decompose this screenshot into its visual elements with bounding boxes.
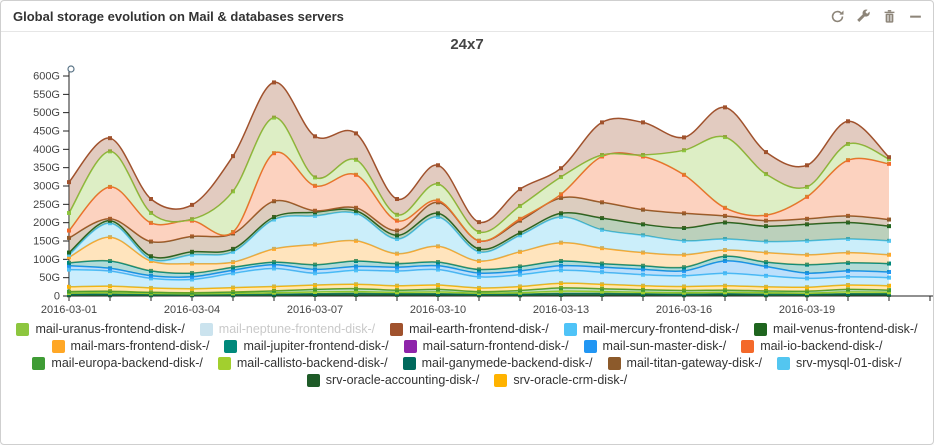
- y-axis-label: 400G: [33, 144, 60, 156]
- legend-label: mail-io-backend-disk-/: [760, 339, 883, 353]
- x-axis-label: 2016-03-07: [287, 304, 343, 314]
- legend-item[interactable]: mail-titan-gateway-disk-/: [607, 356, 762, 370]
- y-axis-label: 0: [54, 291, 60, 303]
- legend-item[interactable]: mail-saturn-frontend-disk-/: [403, 339, 569, 353]
- series-jupiter: [67, 254, 891, 278]
- legend-label: mail-neptune-frontend-disk-/: [218, 322, 376, 336]
- trash-icon[interactable]: [882, 9, 897, 24]
- y-axis-label: 500G: [33, 107, 60, 119]
- series-io: [67, 151, 891, 243]
- series-venus: [67, 208, 891, 261]
- legend-item[interactable]: mail-io-backend-disk-/: [741, 339, 882, 353]
- legend-item[interactable]: mail-ganymede-backend-disk-/: [402, 356, 593, 370]
- x-axis-label: 2016-03-16: [656, 304, 712, 314]
- legend-swatch: [306, 373, 320, 387]
- series-europa: [67, 285, 891, 295]
- series-mysql: [67, 211, 891, 264]
- x-axis-label: 2016-03-10: [410, 304, 466, 314]
- legend-label: mail-uranus-frontend-disk-/: [35, 322, 185, 336]
- legend-label: mail-ganymede-backend-disk-/: [421, 356, 593, 370]
- y-axis-label: 250G: [33, 199, 60, 211]
- y-axis-label: 450G: [33, 126, 60, 138]
- legend-row: srv-oracle-accounting-disk-/ srv-oracle-c…: [1, 373, 933, 387]
- legend-swatch: [402, 356, 416, 370]
- legend-label: mail-titan-gateway-disk-/: [626, 356, 762, 370]
- legend-item[interactable]: mail-jupiter-frontend-disk-/: [224, 339, 389, 353]
- y-axis-label: 300G: [33, 181, 60, 193]
- legend-item[interactable]: mail-venus-frontend-disk-/: [754, 322, 918, 336]
- legend-swatch: [217, 356, 231, 370]
- legend-item[interactable]: mail-earth-frontend-disk-/: [390, 322, 549, 336]
- legend-swatch: [199, 322, 213, 336]
- y-axis-label: 150G: [33, 236, 60, 248]
- chart-svg[interactable]: 0 50G 100G 150G 200G 250G 300G 350G 400G 450G 500G…: [1, 56, 934, 316]
- legend-swatch: [494, 373, 508, 387]
- legend-item[interactable]: srv-oracle-accounting-disk-/: [306, 373, 480, 387]
- x-axis-label: 2016-03-13: [533, 304, 589, 314]
- legend-label: mail-callisto-backend-disk-/: [236, 356, 388, 370]
- widget-title: Global storage evolution on Mail & datab…: [13, 8, 344, 24]
- legend-swatch: [583, 339, 597, 353]
- legend-label: srv-mysql-01-disk-/: [796, 356, 902, 370]
- x-axis-label: 2016-03-04: [164, 304, 220, 314]
- x-axis-label: 2016-03-19: [779, 304, 835, 314]
- legend-swatch: [741, 339, 755, 353]
- legend-item[interactable]: mail-sun-master-disk-/: [583, 339, 727, 353]
- y-axis-label: 350G: [33, 162, 60, 174]
- wrench-icon[interactable]: [856, 8, 871, 24]
- legend-item[interactable]: mail-mercury-frontend-disk-/: [563, 322, 740, 336]
- legend-item[interactable]: srv-oracle-crm-disk-/: [494, 373, 627, 387]
- y-axis-label: 200G: [33, 217, 60, 229]
- legend-item[interactable]: mail-uranus-frontend-disk-/: [16, 322, 185, 336]
- legend-label: srv-oracle-accounting-disk-/: [325, 373, 480, 387]
- series-sun: [67, 258, 891, 280]
- legend-label: mail-venus-frontend-disk-/: [773, 322, 918, 336]
- minimize-icon[interactable]: [908, 9, 923, 24]
- legend: mail-uranus-frontend-disk-/ mail-neptune-…: [1, 322, 933, 387]
- widget-header: Global storage evolution on Mail & datab…: [1, 1, 933, 32]
- legend-item[interactable]: mail-europa-backend-disk-/: [32, 356, 203, 370]
- series-earth: [67, 80, 891, 233]
- legend-label: mail-sun-master-disk-/: [602, 339, 727, 353]
- legend-label: mail-saturn-frontend-disk-/: [422, 339, 569, 353]
- chart-title: 24x7: [450, 36, 484, 53]
- series-oracle-crm: [67, 281, 891, 293]
- legend-label: mail-mercury-frontend-disk-/: [582, 322, 740, 336]
- legend-swatch: [777, 356, 790, 370]
- y-axis-label: 550G: [33, 89, 60, 101]
- legend-label: mail-mars-frontend-disk-/: [70, 339, 210, 353]
- y-axis-label: 100G: [33, 254, 60, 266]
- legend-swatch: [390, 322, 404, 336]
- plot-corner-dot: [67, 65, 75, 73]
- legend-item[interactable]: srv-mysql-01-disk-/: [777, 356, 902, 370]
- refresh-icon[interactable]: [830, 9, 845, 24]
- widget-header-icons: [830, 8, 923, 24]
- y-axis-label: 50G: [39, 272, 60, 284]
- legend-swatch: [32, 356, 46, 370]
- legend-swatch: [403, 339, 417, 353]
- legend-item[interactable]: mail-mars-frontend-disk-/: [51, 339, 210, 353]
- legend-label: mail-jupiter-frontend-disk-/: [243, 339, 389, 353]
- legend-swatch: [563, 322, 577, 336]
- legend-label: srv-oracle-crm-disk-/: [513, 373, 628, 387]
- series-mercury: [67, 266, 891, 289]
- legend-swatch: [754, 322, 768, 336]
- y-axis-label: 600G: [33, 71, 60, 83]
- legend-item[interactable]: mail-neptune-frontend-disk-/: [199, 322, 376, 336]
- legend-label: mail-europa-backend-disk-/: [51, 356, 203, 370]
- legend-row: mail-mars-frontend-disk-/ mail-jupiter-fr…: [1, 339, 933, 353]
- legend-swatch: [607, 356, 621, 370]
- legend-label: mail-earth-frontend-disk-/: [409, 322, 549, 336]
- legend-row: mail-uranus-frontend-disk-/ mail-neptune-…: [1, 322, 933, 336]
- legend-swatch: [224, 339, 238, 353]
- legend-swatch: [16, 322, 30, 336]
- legend-item[interactable]: mail-callisto-backend-disk-/: [217, 356, 388, 370]
- x-axis-label: 2016-03-01: [41, 304, 97, 314]
- legend-swatch: [51, 339, 65, 353]
- legend-row: mail-europa-backend-disk-/ mail-callisto-…: [1, 356, 933, 370]
